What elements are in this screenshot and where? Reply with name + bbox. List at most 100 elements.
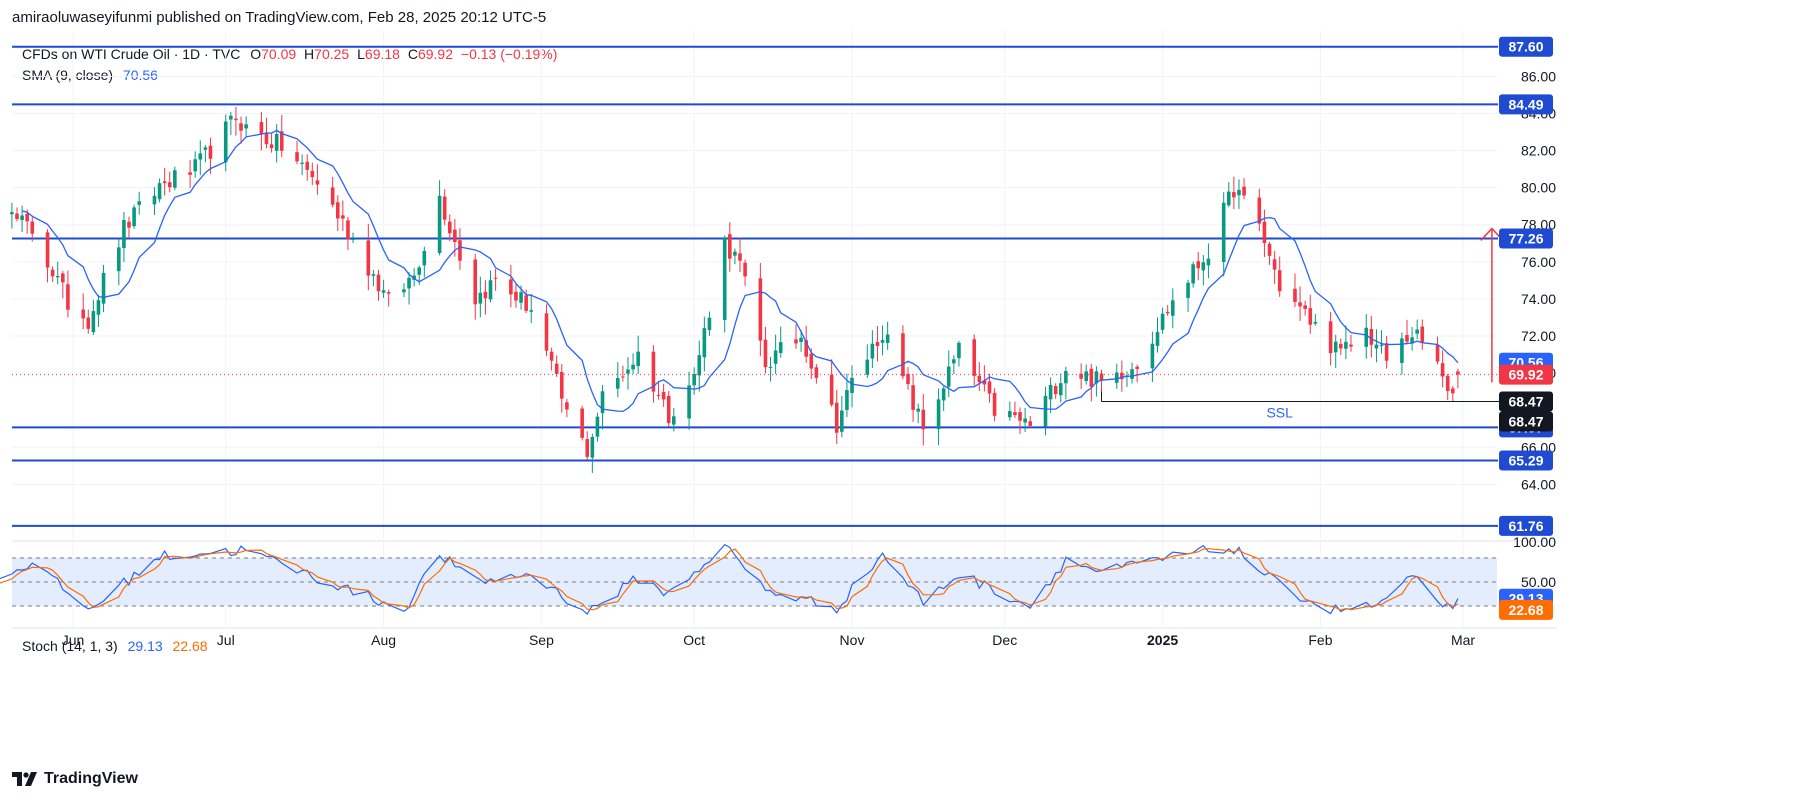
open-value: 70.09	[261, 46, 297, 62]
candle-body	[1079, 373, 1083, 379]
candle-body	[1053, 386, 1058, 395]
level-price-tag-text: 61.76	[1508, 518, 1543, 534]
price-tick-label: 74.00	[1521, 291, 1556, 307]
candle-body	[244, 124, 248, 129]
candle-body	[417, 267, 422, 275]
candle-body	[707, 317, 712, 331]
candle-body	[1415, 329, 1419, 334]
stoch-label: Stoch (14, 1, 3)	[22, 638, 118, 654]
candle-body	[20, 215, 24, 221]
candle-body	[402, 289, 406, 293]
candle-body	[850, 377, 854, 394]
candle-body	[96, 300, 101, 315]
candle-body	[1237, 189, 1241, 196]
candle-body	[880, 340, 885, 343]
candle-body	[834, 402, 839, 433]
candle-body	[946, 366, 951, 387]
candle-body	[1277, 270, 1282, 292]
candle-body	[1094, 371, 1099, 384]
candle-body	[733, 251, 737, 256]
candle-body	[1384, 343, 1389, 361]
candle-body	[1267, 243, 1272, 256]
candle-body	[442, 196, 447, 220]
candle-body	[636, 351, 640, 367]
sma-legend-row[interactable]: SMA (9, close) 70.56	[22, 65, 557, 86]
candle-body	[1410, 337, 1414, 344]
candle-body	[1313, 321, 1318, 324]
level-price-tag-text: 84.49	[1508, 96, 1543, 112]
candle-body	[626, 369, 630, 374]
candle-body	[30, 221, 35, 234]
candle-body	[1272, 259, 1277, 270]
level-price-tag-text: 65.29	[1508, 452, 1543, 468]
candle-body	[1135, 366, 1139, 369]
candle-body	[631, 364, 635, 370]
candle-body	[101, 272, 106, 304]
candle-body	[778, 342, 783, 353]
low-label: L	[357, 46, 365, 62]
candle-body	[814, 367, 819, 378]
candle-body	[509, 279, 513, 295]
candle-body	[661, 392, 666, 400]
candle-body	[366, 240, 371, 276]
candle-body	[1120, 372, 1124, 380]
candle-body	[1099, 373, 1104, 381]
price-tag	[1499, 391, 1553, 412]
candle-body	[687, 385, 691, 419]
candle-body	[279, 131, 284, 151]
candle-body	[580, 408, 584, 438]
candle-body	[885, 334, 890, 343]
candle-body	[167, 182, 172, 188]
candle-body	[529, 310, 534, 312]
candle-body	[234, 118, 238, 121]
price-tick-label: 80.00	[1521, 180, 1556, 196]
time-tick-label: Sep	[529, 632, 554, 648]
price-tick-label: 86.00	[1521, 68, 1556, 84]
stoch-d-value: 22.68	[172, 638, 208, 654]
candle-body	[758, 278, 763, 341]
stoch-legend-row[interactable]: Stoch (14, 1, 3) 29.13 22.68	[22, 638, 208, 654]
candle-body	[330, 187, 335, 205]
price-tag-text: 69.92	[1508, 367, 1543, 383]
candle-body	[957, 342, 961, 359]
candle-body	[901, 333, 905, 377]
level-price-tag	[1499, 450, 1553, 471]
high-value: 70.25	[314, 46, 350, 62]
candle-body	[692, 374, 696, 386]
tradingview-logo: TradingView	[12, 770, 138, 788]
candle-body	[565, 402, 569, 410]
publisher-line: amiraoluwaseyifunmi published on Trading…	[12, 9, 547, 26]
symbol-legend-row[interactable]: CFDs on WTI Crude Oil · 1D · TVC O70.09 …	[22, 44, 557, 65]
candle-body	[1013, 412, 1017, 416]
candle-body	[829, 374, 834, 405]
candle-body	[1339, 343, 1343, 349]
time-tick-label: Nov	[840, 632, 865, 648]
candle-body	[483, 291, 488, 299]
candle-body	[198, 153, 203, 160]
candle-body	[519, 292, 523, 303]
candle-body	[672, 416, 676, 425]
candle-body	[458, 240, 462, 261]
stoch-tick-label: 100.00	[1513, 534, 1556, 550]
candle-body	[1226, 191, 1231, 206]
candle-body	[738, 253, 742, 261]
candle-body	[1242, 186, 1246, 196]
stoch-band	[12, 558, 1497, 606]
candle-body	[794, 339, 798, 344]
candle-body	[936, 399, 941, 430]
candle-body	[412, 275, 416, 280]
time-tick-label: Mar	[1451, 632, 1475, 648]
candle-body	[763, 339, 768, 368]
candle-body	[66, 284, 70, 310]
candle-body	[1058, 383, 1063, 396]
candle-body	[1048, 385, 1053, 400]
candle-body	[259, 122, 264, 135]
candle-body	[1201, 262, 1206, 271]
candle-body	[992, 392, 997, 416]
stoch-tick-label: 50.00	[1521, 574, 1556, 590]
candle-body	[203, 147, 208, 150]
candle-body	[1257, 197, 1262, 224]
candle-body	[1043, 395, 1048, 427]
candle-body	[1160, 313, 1165, 330]
